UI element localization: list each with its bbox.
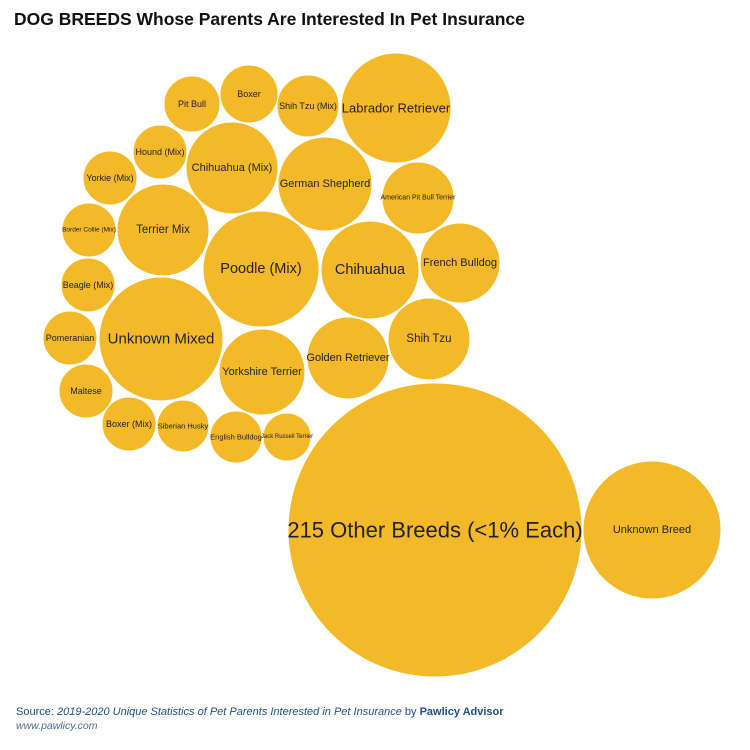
- bubble-label-terrier-mix: Terrier Mix: [136, 224, 190, 236]
- bubble-label-siberian-husky: Siberian Husky: [158, 422, 209, 431]
- bubble-french-bulldog: [419, 222, 501, 304]
- bubble-border-collie-mix: [61, 202, 117, 258]
- bubble-label-chihuahua-mix: Chihuahua (Mix): [192, 162, 273, 174]
- source-by: by: [401, 706, 420, 718]
- source-line: Source: 2019-2020 Unique Statistics of P…: [16, 706, 504, 718]
- bubble-siberian-husky: [156, 399, 210, 453]
- source-publisher[interactable]: Pawlicy Advisor: [419, 706, 504, 718]
- bubble-german-shepherd: [277, 136, 373, 232]
- bubble-beagle-mix: [60, 257, 116, 313]
- source-publication: 2019-2020 Unique Statistics of Pet Paren…: [56, 706, 402, 718]
- bubble-label-french-bulldog: French Bulldog: [423, 257, 497, 269]
- bubble-maltese: [58, 363, 114, 419]
- bubble-label-yorkshire-terrier: Yorkshire Terrier: [222, 366, 302, 378]
- bubble-hound-mix: [132, 124, 188, 180]
- bubble-pit-bull: [163, 75, 221, 133]
- bubble-label-german-shepherd: German Shepherd: [280, 178, 371, 190]
- bubble-label-beagle-mix: Beagle (Mix): [63, 280, 114, 290]
- bubble-label-unknown-mixed: Unknown Mixed: [108, 331, 215, 348]
- bubble-label-american-pit-bull-terrier: American Pit Bull Terrier: [381, 195, 457, 202]
- bubble-label-yorkie-mix: Yorkie (Mix): [86, 173, 133, 183]
- bubble-label-border-collie-mix: Border Collie (Mix): [62, 227, 116, 234]
- bubble-golden-retriever: [306, 316, 390, 400]
- bubble-unknown-breed: [582, 460, 722, 600]
- bubble-label-pomeranian: Pomeranian: [46, 333, 95, 343]
- bubble-shih-tzu-mix: [276, 74, 340, 138]
- bubble-english-bulldog: [209, 410, 263, 464]
- bubble-label-chihuahua: Chihuahua: [335, 262, 406, 278]
- bubble-label-unknown-breed: Unknown Breed: [613, 524, 691, 536]
- source-prefix: Source:: [16, 706, 57, 718]
- bubble-terrier-mix: [116, 183, 210, 277]
- bubble-label-shih-tzu-mix: Shih Tzu (Mix): [279, 101, 337, 111]
- bubble-boxer: [219, 64, 279, 124]
- bubble-label-english-bulldog: English Bulldog: [210, 433, 262, 442]
- bubble-label-shih-tzu: Shih Tzu: [406, 333, 451, 345]
- bubble-yorkshire-terrier: [218, 328, 306, 416]
- bubble-yorkie-mix: [82, 150, 138, 206]
- bubble-label-boxer-mix: Boxer (Mix): [106, 419, 152, 429]
- bubble-boxer-mix: [101, 396, 157, 452]
- bubble-label-pit-bull: Pit Bull: [178, 99, 206, 109]
- bubble-american-pit-bull-terrier: [381, 161, 455, 235]
- bubble-label-215-other-breeds-1-each: 215 Other Breeds (<1% Each): [287, 518, 582, 543]
- bubble-shih-tzu: [387, 297, 471, 381]
- bubble-215-other-breeds-1-each: [287, 382, 583, 678]
- bubble-chihuahua-mix: [185, 121, 279, 215]
- bubble-pomeranian: [42, 310, 98, 366]
- bubble-label-hound-mix: Hound (Mix): [135, 147, 184, 157]
- source-url[interactable]: www.pawlicy.com: [16, 720, 98, 732]
- bubble-poodle-mix: [202, 210, 320, 328]
- chart-title: DOG BREEDS Whose Parents Are Interested …: [14, 9, 525, 29]
- bubble-unknown-mixed: [98, 276, 224, 402]
- bubble-label-jack-russell-terrier: Jack Russell Terrier: [261, 434, 313, 440]
- bubble-chihuahua: [320, 220, 420, 320]
- bubble-label-poodle-mix: Poodle (Mix): [220, 261, 301, 277]
- bubble-jack-russell-terrier: [262, 412, 312, 462]
- bubble-label-golden-retriever: Golden Retriever: [306, 352, 389, 364]
- bubble-label-maltese: Maltese: [70, 386, 102, 396]
- bubble-labrador-retriever: [340, 52, 452, 164]
- bubble-label-boxer: Boxer: [237, 89, 261, 99]
- bubble-label-labrador-retriever: Labrador Retriever: [342, 101, 451, 116]
